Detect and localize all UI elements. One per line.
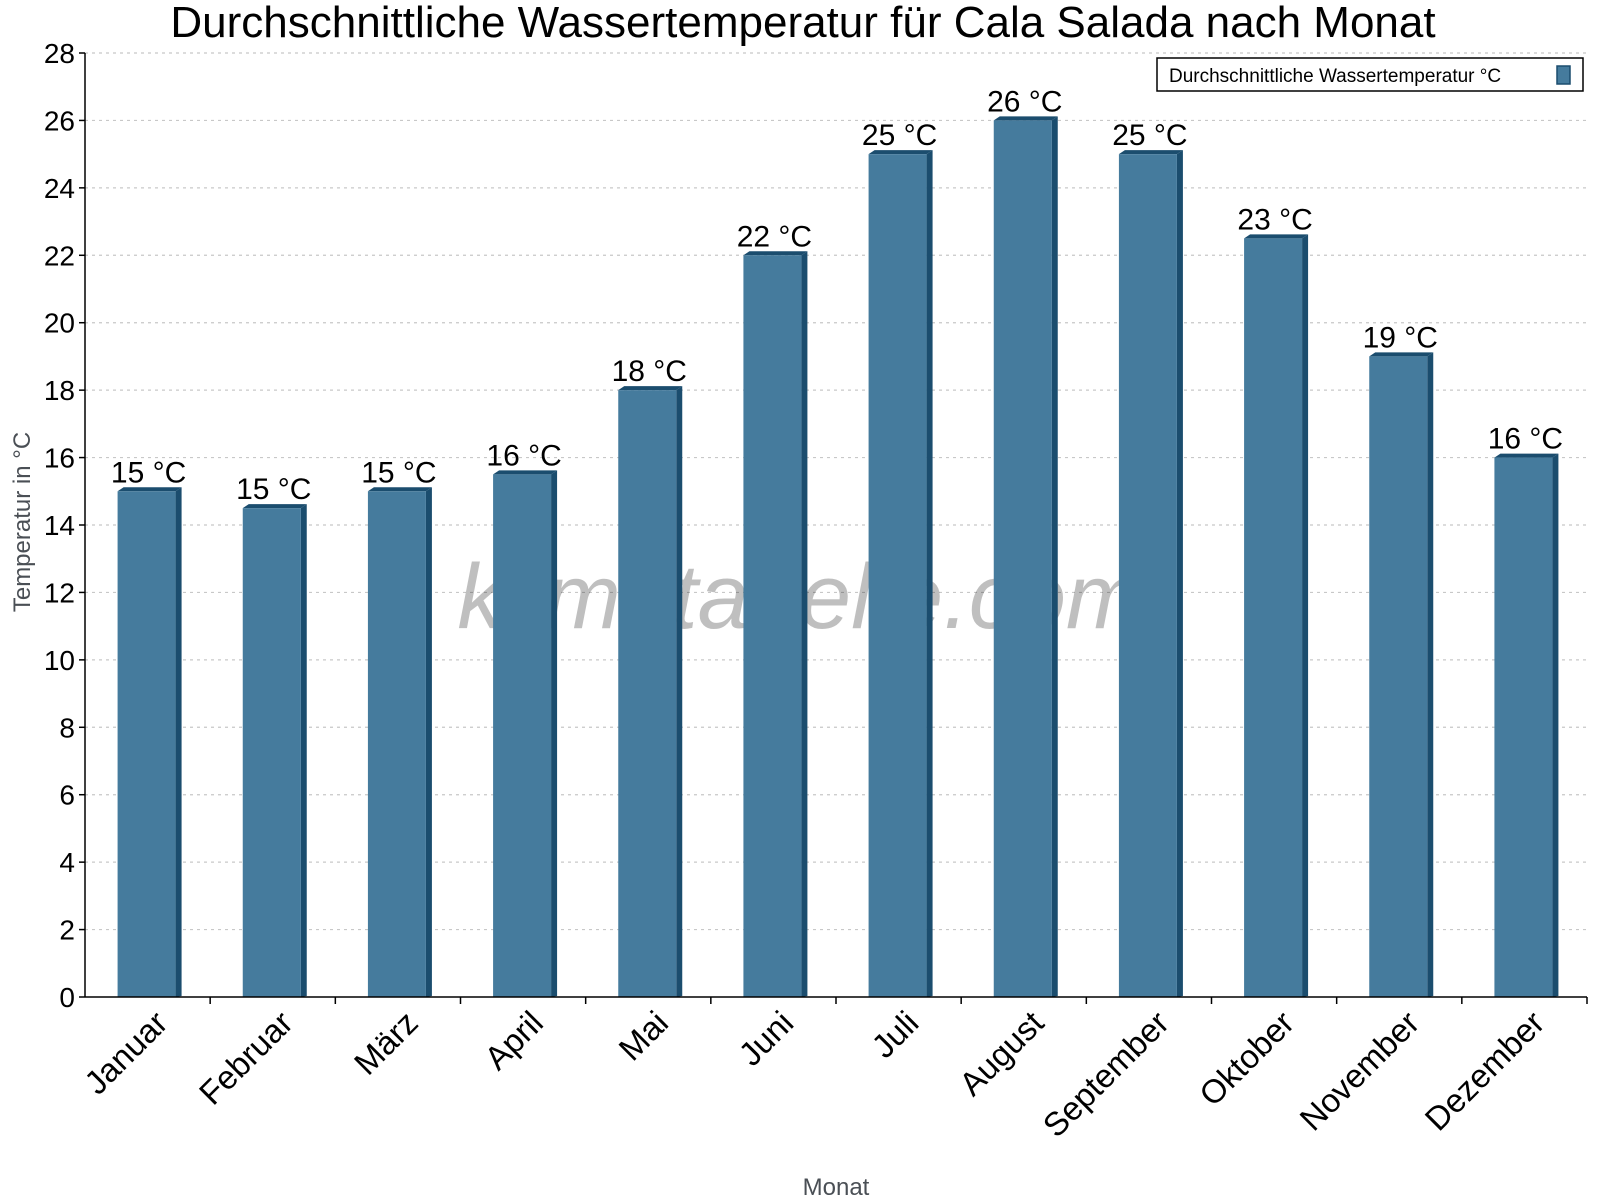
gridlines <box>85 52 1587 931</box>
y-tick-label: 14 <box>44 510 75 541</box>
y-tick-label: 6 <box>59 780 75 811</box>
x-tick-label: März <box>347 1004 425 1082</box>
data-label: 15 °C <box>236 473 311 506</box>
bar-top <box>743 251 808 256</box>
bar-september: 25 °C <box>1112 119 1188 998</box>
bar-top <box>1369 352 1434 357</box>
y-tick-label: 10 <box>44 645 75 676</box>
bar-oktober: 23 °C <box>1237 203 1313 997</box>
bar-side <box>1176 150 1183 998</box>
bar <box>493 474 552 997</box>
bar <box>367 491 426 997</box>
x-tick-label: Oktober <box>1192 1004 1301 1113</box>
y-tick-label: 28 <box>44 38 75 69</box>
bar-side <box>1302 234 1309 997</box>
bar-side <box>425 487 432 997</box>
data-label: 25 °C <box>862 119 937 152</box>
bar-februar: 15 °C <box>236 473 311 997</box>
legend-box <box>1156 57 1584 92</box>
bar-side <box>551 470 558 997</box>
bar-juli: 25 °C <box>862 119 937 998</box>
bar <box>1244 238 1303 997</box>
y-tick-label: 22 <box>44 240 75 271</box>
bar-märz: 15 °C <box>361 456 437 997</box>
bar-top <box>117 487 182 492</box>
data-label: 15 °C <box>111 456 186 489</box>
bar-top <box>993 116 1058 121</box>
legend-swatch <box>1556 65 1571 85</box>
y-tick-label: 24 <box>44 173 75 204</box>
bar <box>242 508 301 997</box>
bar-mai: 18 °C <box>612 355 687 998</box>
data-label: 18 °C <box>612 355 687 388</box>
x-tick-label: August <box>952 1004 1051 1103</box>
bar <box>1494 457 1553 998</box>
y-tick-label: 26 <box>44 105 75 136</box>
bar-januar: 15 °C <box>111 456 186 997</box>
y-tick-label: 18 <box>44 375 75 406</box>
bar-side <box>676 386 683 998</box>
chart-title: Durchschnittliche Wassertemperatur für C… <box>170 0 1435 47</box>
bar <box>993 120 1052 997</box>
bar <box>743 255 802 998</box>
legend-label: Durchschnittliche Wassertemperatur °C <box>1169 66 1501 87</box>
y-axis-title: Temperatur in °C <box>9 432 36 612</box>
y-tick-label: 16 <box>44 443 75 474</box>
bar <box>1118 154 1177 998</box>
data-label: 16 °C <box>1488 423 1563 456</box>
x-tick-label: Dezember <box>1418 1004 1552 1138</box>
x-tick-label: Mai <box>611 1004 675 1068</box>
data-label: 22 °C <box>737 220 812 253</box>
bar <box>1369 356 1428 997</box>
bar-side <box>1427 352 1434 997</box>
data-label: 25 °C <box>1112 119 1187 152</box>
bar-side <box>175 487 182 997</box>
data-label: 19 °C <box>1363 321 1438 354</box>
data-label: 26 °C <box>987 85 1062 118</box>
x-tick-label: Juli <box>864 1004 925 1065</box>
bar-side <box>1051 116 1058 997</box>
y-tick-label: 20 <box>44 308 75 339</box>
bar-dezember: 16 °C <box>1488 423 1563 998</box>
y-tick-label: 8 <box>59 712 75 743</box>
y-tick-label: 4 <box>59 847 75 878</box>
x-axis-title: Monat <box>803 1174 870 1200</box>
bar-side <box>300 504 307 997</box>
bar-top <box>618 386 683 391</box>
bar-top <box>367 487 432 492</box>
bar-top <box>1244 234 1309 239</box>
data-label: 15 °C <box>361 456 436 489</box>
x-tick-label: April <box>477 1004 550 1077</box>
y-tick-label: 12 <box>44 577 75 608</box>
y-tick-label: 2 <box>59 915 75 946</box>
legend: Durchschnittliche Wassertemperatur °C <box>1156 57 1584 92</box>
x-tick-label: Januar <box>77 1004 175 1102</box>
data-label: 16 °C <box>486 439 561 472</box>
bars: 15 °C 15 °C 15 °C 16 °C 18 °C 22 °C 25 °C 26 °C… <box>111 85 1563 998</box>
bar-april: 16 °C <box>486 439 562 997</box>
bar-side <box>926 150 933 998</box>
bar-august: 26 °C <box>987 85 1062 997</box>
bar <box>117 491 176 997</box>
bar-top <box>1118 150 1183 155</box>
bar-side <box>1552 453 1559 998</box>
bar-top <box>242 504 307 509</box>
x-tick-label: November <box>1292 1004 1426 1138</box>
bar-juni: 22 °C <box>737 220 812 998</box>
x-tick-label: Juni <box>731 1004 800 1073</box>
y-tick-label: 0 <box>59 982 75 1013</box>
bar-november: 19 °C <box>1363 321 1438 997</box>
bar-top <box>493 470 558 475</box>
bar <box>618 390 677 998</box>
bar-side <box>801 251 808 998</box>
x-tick-label: Februar <box>192 1004 300 1112</box>
bar-top <box>1494 453 1559 458</box>
x-tick-label: September <box>1036 1004 1176 1144</box>
bar <box>868 154 927 998</box>
data-label: 23 °C <box>1237 203 1312 236</box>
bar-top <box>868 150 933 155</box>
